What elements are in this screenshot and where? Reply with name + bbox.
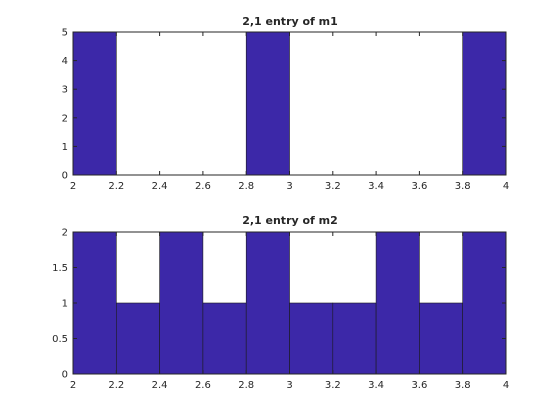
x-tick-label: 3.4 <box>368 380 384 391</box>
chart-title: 2,1 entry of m1 <box>242 15 338 28</box>
x-tick-label: 3.8 <box>455 380 471 391</box>
chart-m2: 2,1 entry of m2 2 2.2 2.4 2.6 2.8 3 3.2 3.4 3.6 3… <box>52 214 509 391</box>
x-tick-label: 3.2 <box>325 181 341 192</box>
histogram-bar <box>289 302 334 375</box>
x-tick-label: 2.6 <box>195 181 211 192</box>
x-tick-label: 2 <box>70 380 76 391</box>
y-tick-label: 1 <box>62 142 68 153</box>
axes-box <box>72 31 507 176</box>
x-tick-label: 2.2 <box>108 380 124 391</box>
histogram-bar <box>419 302 463 375</box>
x-tick-label: 3 <box>286 380 292 391</box>
chart-title: 2,1 entry of m2 <box>242 214 338 227</box>
y-tick-label: 2 <box>62 228 68 239</box>
x-tick-label: 3 <box>286 181 292 192</box>
histogram-bar <box>375 231 420 375</box>
histogram-bar <box>202 302 247 375</box>
y-tick-label: 0 <box>62 171 68 182</box>
y-tick-label: 2 <box>62 113 68 124</box>
x-tick-label: 2.8 <box>238 380 254 391</box>
histogram-bar <box>72 31 117 176</box>
x-axis-ticks: 2 2.2 2.4 2.6 2.8 3 3.2 3.4 3.6 3.8 4 <box>70 232 509 391</box>
x-tick-label: 3.2 <box>325 380 341 391</box>
histogram-bar <box>332 302 377 375</box>
x-tick-label: 2.4 <box>152 181 168 192</box>
histogram-bar <box>72 231 117 375</box>
x-tick-label: 2.6 <box>195 380 211 391</box>
x-tick-label: 4 <box>503 380 509 391</box>
x-axis-ticks: 2 2.2 2.4 2.6 2.8 3 3.2 3.4 3.6 3.8 4 <box>70 32 509 192</box>
x-tick-label: 2.8 <box>238 181 254 192</box>
histogram-bar <box>159 231 204 375</box>
x-tick-label: 2 <box>70 181 76 192</box>
y-tick-label: 3 <box>62 85 68 96</box>
x-tick-label: 3.4 <box>368 181 384 192</box>
axes-box <box>72 231 507 375</box>
x-tick-label: 2.2 <box>108 181 124 192</box>
y-tick-label: 1 <box>62 299 68 310</box>
y-tick-label: 4 <box>62 56 68 67</box>
histogram-bar <box>245 31 290 176</box>
y-tick-label: 1.5 <box>52 263 68 274</box>
x-tick-label: 2.4 <box>152 380 168 391</box>
histogram-bar <box>462 31 507 176</box>
x-tick-label: 3.8 <box>455 181 471 192</box>
bars-group <box>72 231 507 375</box>
y-tick-label: 0 <box>62 370 68 381</box>
histogram-bar <box>462 231 507 375</box>
x-tick-label: 3.6 <box>411 181 427 192</box>
x-tick-label: 3.6 <box>411 380 427 391</box>
bars-group <box>72 31 507 176</box>
y-tick-label: 5 <box>62 28 68 39</box>
chart-m1: 2,1 entry of m1 2 2.2 2.4 2.6 2.8 3 3.2 3.4 3.6 3… <box>62 15 510 192</box>
histogram-bar <box>116 302 160 375</box>
x-tick-label: 4 <box>503 181 509 192</box>
y-tick-label: 0.5 <box>52 334 68 345</box>
histogram-bar <box>245 231 290 375</box>
